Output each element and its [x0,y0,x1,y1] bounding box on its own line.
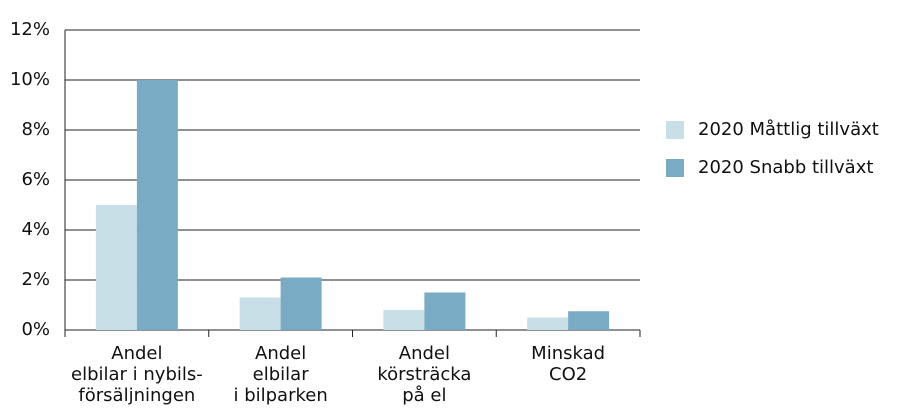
y-tick-label: 4% [21,219,50,240]
bar [239,297,281,330]
x-tick-label: körsträcka [377,364,471,385]
x-tick-label: Minskad [531,343,605,364]
legend-label: 2020 Snabb tillväxt [698,157,873,178]
legend-label: 2020 Måttlig tillväxt [698,119,879,140]
y-tick-label: 0% [21,319,50,340]
x-tick-label: på el [402,385,446,406]
bar [136,80,178,330]
x-tick-label: försäljningen [78,385,195,406]
legend-swatch [666,121,684,139]
x-tick-label: elbilar i nybils- [71,364,203,385]
y-tick-label: 12% [10,19,50,40]
x-tick-label: Andel [399,343,450,364]
x-tick-label: i bilparken [233,385,327,406]
y-tick-label: 6% [21,169,50,190]
bar [527,317,569,330]
x-tick-label: Andel [111,343,162,364]
bar [383,310,425,330]
legend-swatch [666,159,684,177]
y-tick-label: 10% [10,69,50,90]
bar [95,205,137,330]
y-tick-label: 8% [21,119,50,140]
x-tick-label: CO2 [549,364,587,385]
y-tick-label: 2% [21,269,50,290]
bar [424,292,466,330]
bar [280,277,322,330]
bar [568,311,610,330]
x-tick-label: Andel [255,343,306,364]
x-tick-label: elbilar [253,364,310,385]
